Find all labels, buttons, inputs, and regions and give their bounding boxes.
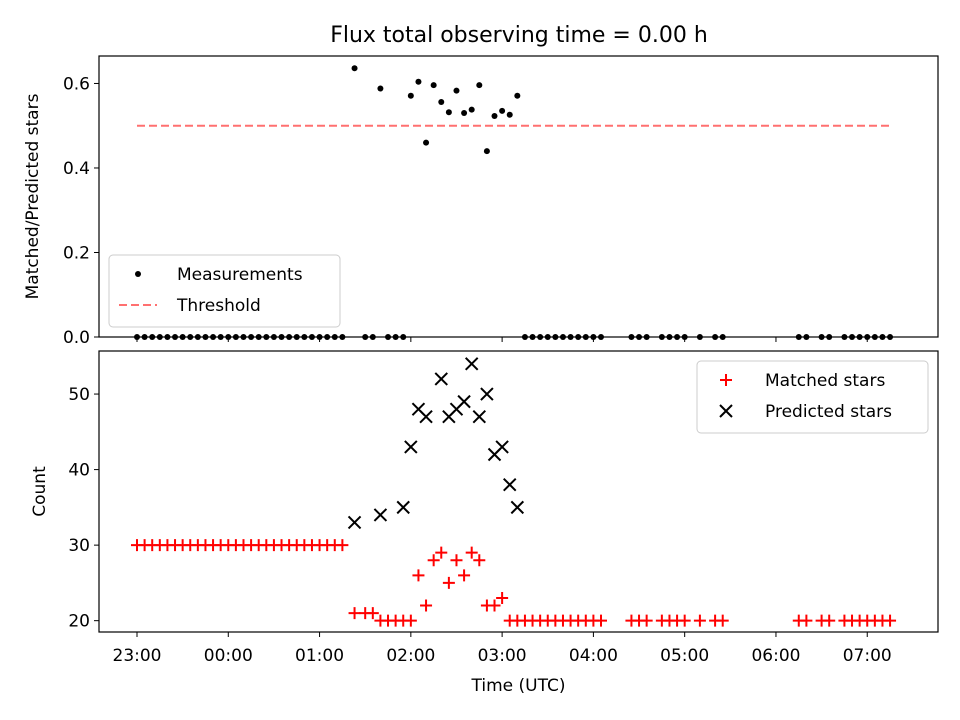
- matched-star-point: [823, 614, 836, 627]
- legend-label: Threshold: [176, 296, 261, 316]
- predicted-star-point: [419, 410, 433, 424]
- matched-star-point: [458, 569, 471, 582]
- legend-label: Measurements: [177, 265, 303, 285]
- y-axis-label: Count: [30, 466, 50, 517]
- matched-star-point: [465, 546, 478, 559]
- predicted-star-point: [472, 410, 487, 424]
- predicted-star-point: [347, 515, 362, 530]
- matched-star-point: [412, 569, 425, 582]
- legend: Matched stars Predicted stars: [696, 360, 929, 434]
- measurement-point: [430, 82, 437, 89]
- x-tick-label: 03:00: [478, 646, 527, 666]
- x-tick-label: 01:00: [295, 646, 344, 666]
- matched-star-point: [678, 614, 691, 627]
- measurement-point: [514, 92, 521, 99]
- axes-frame: [98, 55, 939, 338]
- predicted-star-point: [373, 508, 388, 522]
- x-tick-label: 00:00: [204, 646, 253, 666]
- top-panel-ratio: 0.0 0.2 0.4 0.6 Matched/Predicted stars Measu…: [23, 55, 939, 348]
- x-tick-label: 05:00: [660, 646, 709, 666]
- predicted-star-point: [495, 440, 509, 454]
- matched-star-point: [595, 614, 608, 627]
- legend-marker: [719, 404, 733, 418]
- legend-marker: [720, 374, 732, 386]
- measurement-point: [415, 78, 422, 85]
- y-tick-label: 0.2: [63, 243, 90, 263]
- axes-frame: [98, 350, 939, 633]
- y-tick-label: 0.4: [63, 159, 90, 179]
- legend-box: [108, 254, 341, 328]
- matched-star-point: [800, 614, 813, 627]
- measurement-point: [407, 92, 414, 99]
- matched-star-point: [435, 546, 448, 559]
- matched-star-point: [427, 554, 440, 567]
- measurement-point: [438, 99, 445, 106]
- matched-star-point: [693, 614, 706, 627]
- y-tick-label: 50: [68, 385, 90, 405]
- x-tick-label: 02:00: [386, 646, 435, 666]
- measurement-point: [476, 82, 483, 89]
- legend-marker: [135, 271, 141, 277]
- predicted-star-point: [396, 500, 410, 515]
- predicted-star-point: [457, 394, 471, 409]
- matched-star-point: [348, 607, 361, 620]
- matched-star-point: [336, 539, 349, 552]
- matched-star-point: [366, 607, 379, 620]
- measurement-point: [453, 87, 460, 94]
- measurement-point: [445, 109, 452, 116]
- matched-star-point: [496, 592, 509, 605]
- legend: Measurements Threshold: [108, 254, 341, 328]
- x-tick-label: 06:00: [751, 646, 800, 666]
- matched-star-point: [450, 554, 463, 567]
- matched-star-point: [716, 614, 729, 627]
- measurement-point: [423, 139, 430, 146]
- y-axis-label: Matched/Predicted stars: [23, 93, 43, 299]
- predicted-star-point: [510, 500, 525, 515]
- matched-star-point: [488, 599, 501, 612]
- y-tick-label: 0.6: [63, 74, 90, 94]
- matched-star-point: [404, 614, 417, 627]
- y-tick-label: 20: [68, 612, 90, 632]
- legend-label: Predicted stars: [765, 402, 892, 422]
- measurement-point: [491, 113, 498, 120]
- measurement-point: [483, 148, 490, 155]
- predicted-star-point: [503, 477, 517, 492]
- measurement-point: [351, 65, 358, 72]
- legend-label: Matched stars: [765, 371, 885, 391]
- legend-box: [696, 360, 929, 434]
- x-tick-label: 04:00: [569, 646, 618, 666]
- y-tick-label: 40: [68, 461, 90, 481]
- measurement-point: [377, 85, 384, 92]
- x-axis-label: Time (UTC): [471, 676, 566, 696]
- matched-star-point: [442, 576, 455, 589]
- measurement-point: [499, 107, 506, 114]
- measurement-point: [506, 111, 513, 118]
- chart-title: Flux total observing time = 0.00 h: [330, 23, 708, 48]
- matched-star-point: [473, 554, 486, 567]
- predicted-star-point: [404, 440, 418, 454]
- y-tick-label: 0.0: [63, 328, 90, 348]
- measurement-point: [468, 106, 475, 113]
- x-tick-label: 23:00: [113, 646, 162, 666]
- y-tick-label: 30: [68, 536, 90, 556]
- predicted-star-point: [434, 372, 448, 386]
- predicted-star-point: [480, 387, 494, 401]
- matched-star-point: [640, 614, 653, 627]
- measurement-point: [461, 110, 468, 117]
- x-tick-label: 07:00: [843, 646, 892, 666]
- predicted-star-point: [464, 357, 479, 371]
- bottom-panel-counts: 20 30 40 50 Count 23:00 00:00 01:00 02:00 03:00 04…: [30, 350, 939, 696]
- matched-star-point: [884, 614, 897, 627]
- matched-star-point: [420, 599, 433, 612]
